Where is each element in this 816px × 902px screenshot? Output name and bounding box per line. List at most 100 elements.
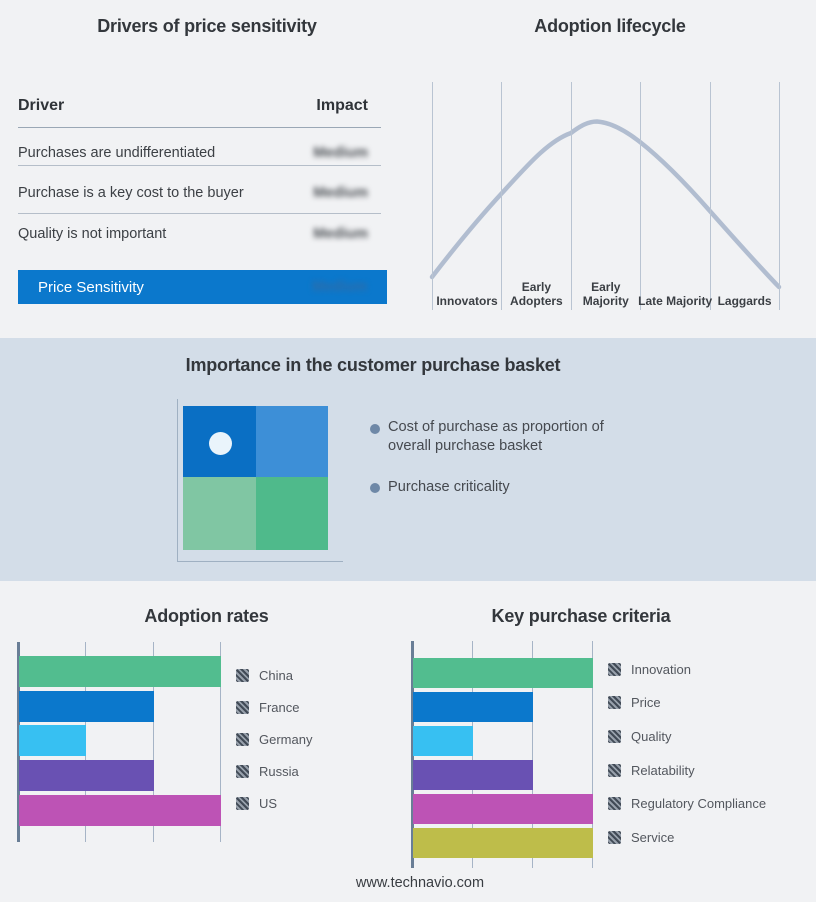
legend-item-service: Service	[608, 830, 674, 845]
bar-russia	[19, 760, 154, 792]
legend-label: France	[259, 699, 300, 715]
bullet-icon	[370, 424, 380, 434]
y-axis	[17, 642, 20, 842]
quadrant-bottom-right	[255, 477, 328, 550]
legend-swatch-icon	[608, 662, 621, 676]
legend-item-price: Price	[608, 695, 661, 711]
legend-item-germany: Germany	[236, 731, 313, 747]
legend-item-france: France	[236, 699, 300, 715]
price-sensitivity-row: Price Sensitivity Medium	[18, 270, 387, 304]
legend-item-china: China	[236, 668, 293, 683]
stage-label-late-majority: Late Majority	[638, 294, 713, 308]
grid-line	[709, 82, 711, 310]
bar-germany	[19, 725, 87, 757]
legend-label: Russia	[259, 763, 299, 779]
legend-swatch-icon	[608, 797, 621, 811]
legend-swatch-icon	[236, 764, 249, 778]
basket-bullet-2: Purchase criticality	[388, 479, 510, 495]
legend-label: Regulatory Compliance	[631, 796, 767, 812]
table-row: Purchase is a key cost to the buyer Mediu…	[18, 179, 368, 207]
website-link[interactable]: www.technavio.com	[355, 875, 485, 891]
legend-swatch-icon	[236, 700, 249, 714]
impact-cell: Medium	[313, 185, 368, 201]
y-axis	[411, 641, 414, 868]
stage-label-innovators: Innovators	[436, 294, 498, 308]
purchase-basket-quadrant	[183, 406, 328, 550]
bar-us	[19, 794, 221, 826]
legend-item-quality: Quality	[608, 728, 672, 744]
grid-line	[570, 82, 572, 310]
grid-line	[532, 641, 533, 868]
legend-swatch-icon	[608, 831, 621, 844]
bar-relatability	[413, 760, 533, 790]
impact-cell: Medium	[313, 145, 368, 161]
legend-swatch-icon	[608, 763, 621, 777]
grid-line	[592, 641, 593, 868]
quadrant-bottom-left	[183, 477, 256, 550]
grid-line	[501, 82, 503, 310]
bar-quality	[413, 726, 473, 756]
driver-cell: Purchase is a key cost to the buyer	[18, 185, 244, 201]
grid-line	[152, 642, 154, 842]
grid-line	[220, 642, 221, 842]
bar-innovation	[413, 658, 593, 688]
driver-cell: Quality is not important	[18, 226, 167, 242]
row-divider	[18, 213, 381, 214]
quadrant-top-right	[255, 406, 328, 477]
legend-item-innovation: Innovation	[608, 661, 691, 677]
bar-france	[19, 690, 154, 722]
legend-label: Price	[631, 695, 661, 711]
legend-swatch-icon	[608, 696, 621, 710]
grid-line	[432, 82, 433, 310]
legend-item-us: US	[236, 795, 278, 811]
grid-line	[779, 82, 780, 310]
legend-swatch-icon	[236, 796, 249, 810]
drivers-table-header: Driver Impact	[18, 97, 368, 115]
legend-swatch-icon	[608, 729, 621, 743]
impact-cell: Medium	[313, 226, 368, 242]
bar-service	[413, 828, 593, 858]
bullet-icon	[370, 483, 380, 493]
quadrant-x-axis	[177, 561, 343, 562]
legend-label: Relatability	[631, 762, 695, 778]
stage-label-early-majority: Early Majority	[582, 280, 629, 308]
legend-label: Innovation	[631, 661, 691, 677]
stage-label-early-adopters: Early Adopters	[510, 280, 563, 308]
basket-panel-title: Importance in the customer purchase bask…	[185, 355, 561, 375]
bar-china	[19, 656, 221, 687]
legend-swatch-icon	[236, 668, 249, 682]
impact-column-header: Impact	[316, 97, 368, 114]
table-row: Quality is not important Medium	[18, 220, 368, 248]
adoption-curve	[429, 119, 782, 290]
legend-item-russia: Russia	[236, 763, 299, 779]
lifecycle-panel: Innovators Early Adopters Early Majority La…	[408, 75, 816, 315]
table-row: Purchases are undifferentiated Medium	[18, 139, 368, 167]
quadrant-marker	[209, 432, 232, 455]
grid-line	[640, 82, 642, 310]
legend-label: US	[259, 795, 278, 811]
adoption-rates-title: Adoption rates	[144, 606, 269, 626]
bar-regulatory-compliance	[413, 794, 593, 824]
legend-label: Quality	[631, 728, 672, 744]
driver-column-header: Driver	[18, 97, 65, 114]
stage-label-laggards: Laggards	[717, 294, 772, 308]
bell-curve-line	[429, 119, 782, 290]
basket-bullet-1: Cost of purchase as proportion of overal…	[388, 419, 604, 454]
quadrant-y-axis	[177, 399, 178, 561]
drivers-panel-title: Drivers of price sensitivity	[97, 16, 317, 36]
key-criteria-title: Key purchase criteria	[491, 606, 671, 626]
bar-price	[413, 692, 533, 722]
legend-item-relatability: Relatability	[608, 762, 695, 778]
row-divider	[18, 165, 381, 166]
price-sensitivity-label: Price Sensitivity	[38, 278, 144, 296]
quadrant-top-left	[183, 406, 256, 477]
legend-label: Germany	[259, 731, 313, 747]
lifecycle-panel-title: Adoption lifecycle	[534, 16, 686, 36]
purchase-basket-band	[0, 338, 816, 581]
table-header-rule	[18, 127, 381, 128]
legend-swatch-icon	[236, 732, 249, 746]
